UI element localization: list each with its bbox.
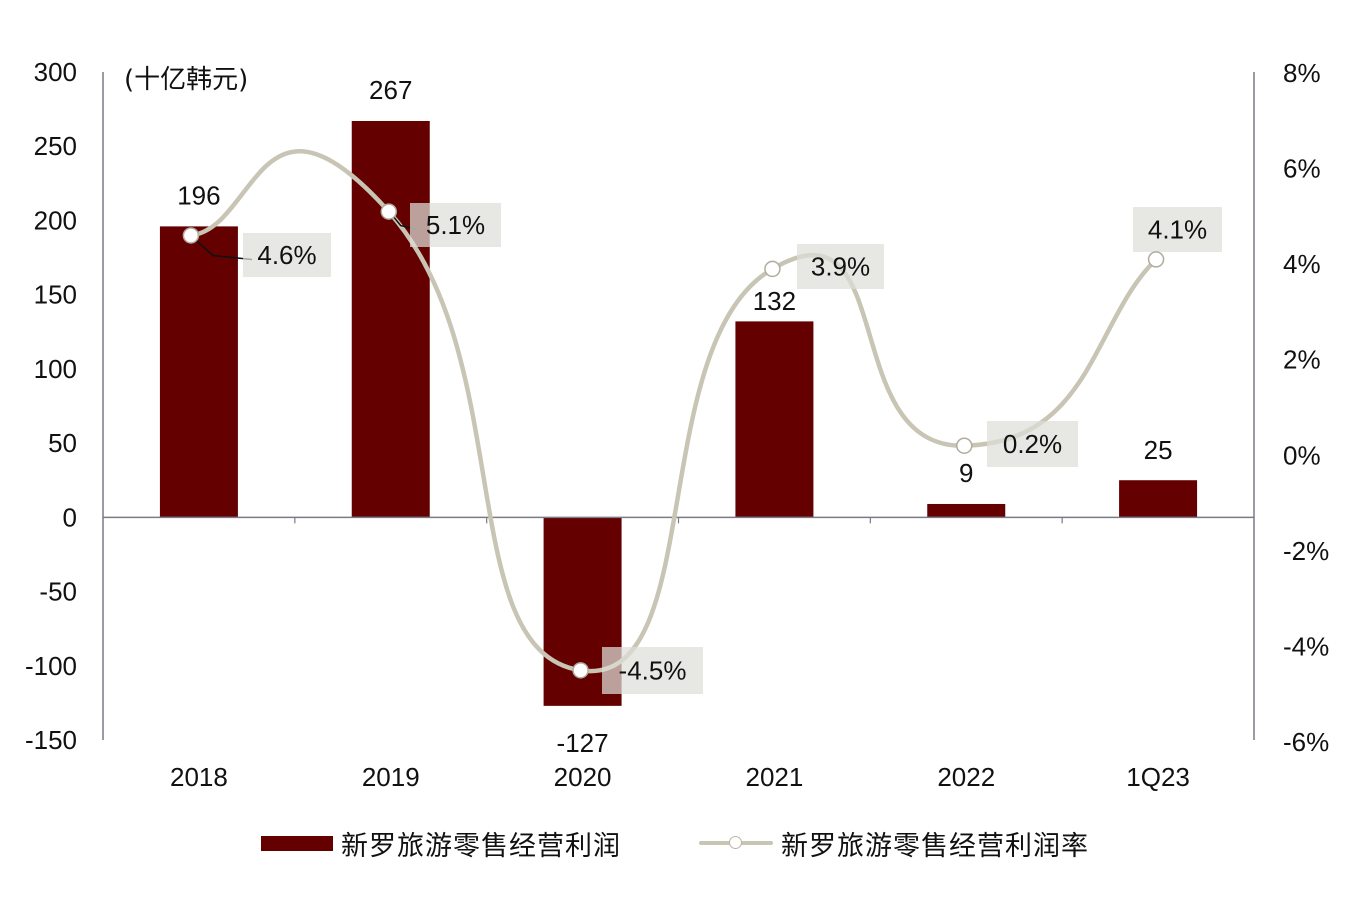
right-axis-tick-label: 2% — [1283, 345, 1321, 375]
right-axis-tick-label: 6% — [1283, 154, 1321, 184]
left-axis-tick-label: 50 — [48, 428, 77, 458]
right-axis-tick-label: -6% — [1283, 727, 1329, 757]
bar-data-label: 196 — [177, 180, 220, 210]
left-axis-tick-label: 250 — [34, 131, 77, 161]
line-data-label: 3.9% — [811, 252, 870, 282]
zero-baseline — [103, 516, 1254, 524]
legend-label-bar: 新罗旅游零售经营利润 — [341, 830, 621, 862]
bar-data-label: 267 — [369, 75, 412, 105]
line-data-label: -4.5% — [619, 656, 687, 686]
bar-data-label: 9 — [959, 458, 973, 488]
line-data-label-box — [987, 421, 1078, 467]
line-data-label-box — [1133, 207, 1222, 252]
bar — [735, 321, 814, 518]
category-label: 2020 — [554, 762, 612, 792]
line-data-label-box — [797, 244, 884, 289]
left-axis-tick-label: -50 — [39, 577, 77, 607]
line-data-label: 5.1% — [426, 210, 485, 240]
legend-item-line: 新罗旅游零售经营利润率 — [699, 818, 1089, 868]
left-axis-tick-label: -100 — [25, 651, 77, 681]
category-axis-labels: 2018 2019 2020 2021 2022 1Q23 — [170, 762, 1190, 792]
bar — [927, 503, 1006, 518]
line-marker-icon — [572, 662, 589, 679]
legend-item-bar: 新罗旅游零售经营利润 — [261, 818, 621, 868]
bar-series — [159, 120, 1198, 706]
left-axis-tick-label: 0 — [63, 502, 77, 532]
left-axis-tick-label: 150 — [34, 280, 77, 310]
bar — [159, 226, 238, 518]
right-axis-tick-label: -4% — [1283, 631, 1329, 661]
line-marker-icon — [1147, 251, 1165, 268]
line-marker-icon — [764, 260, 781, 278]
category-label: 2022 — [937, 762, 995, 792]
left-axis-tick-label: 200 — [34, 205, 77, 235]
line-series: 4.6% 5.1% -4.5% 3.9% 0.2% 4.1% — [182, 149, 1222, 694]
right-axis: 8% 6% 4% 2% 0% -2% -4% -6% — [1253, 58, 1329, 757]
bar-data-label: -127 — [557, 728, 609, 758]
bar-data-label: 25 — [1144, 435, 1173, 465]
right-axis-tick-label: 8% — [1283, 58, 1321, 88]
bar — [351, 120, 430, 518]
legend-label-line: 新罗旅游零售经营利润率 — [781, 830, 1089, 862]
right-axis-tick-label: -2% — [1283, 536, 1329, 566]
bar-data-label: 132 — [753, 286, 796, 316]
legend: 新罗旅游零售经营利润 新罗旅游零售经营利润率 — [0, 818, 1370, 868]
category-label: 1Q23 — [1126, 762, 1190, 792]
left-axis-tick-label: -150 — [25, 725, 77, 755]
line-marker-icon — [956, 437, 973, 454]
category-label: 2018 — [170, 762, 228, 792]
bar — [1119, 480, 1198, 518]
line-data-label-box — [602, 647, 703, 694]
left-axis-tick-label: 300 — [34, 57, 77, 87]
line-marker-swatch-icon — [699, 836, 773, 850]
bar-data-labels: 196 267 -127 132 9 25 — [177, 75, 1172, 758]
bar-swatch-icon — [261, 835, 333, 851]
line-marker-icon — [182, 227, 200, 244]
line-data-label: 0.2% — [1003, 429, 1062, 459]
category-label: 2021 — [745, 762, 803, 792]
unit-label: (十亿韩元) — [124, 65, 248, 95]
right-axis-tick-label: 0% — [1283, 440, 1321, 470]
line-data-label-box — [243, 233, 331, 277]
left-axis-tick-label: 100 — [34, 354, 77, 384]
line-data-label: 4.6% — [257, 240, 316, 270]
line-data-label: 4.1% — [1148, 215, 1207, 245]
left-axis: 300 250 200 150 100 50 0 -50 -100 -150 — [25, 57, 104, 755]
right-axis-tick-label: 4% — [1283, 249, 1321, 279]
line-data-label-box — [410, 203, 501, 247]
line-marker-icon — [380, 203, 397, 220]
category-label: 2019 — [362, 762, 420, 792]
